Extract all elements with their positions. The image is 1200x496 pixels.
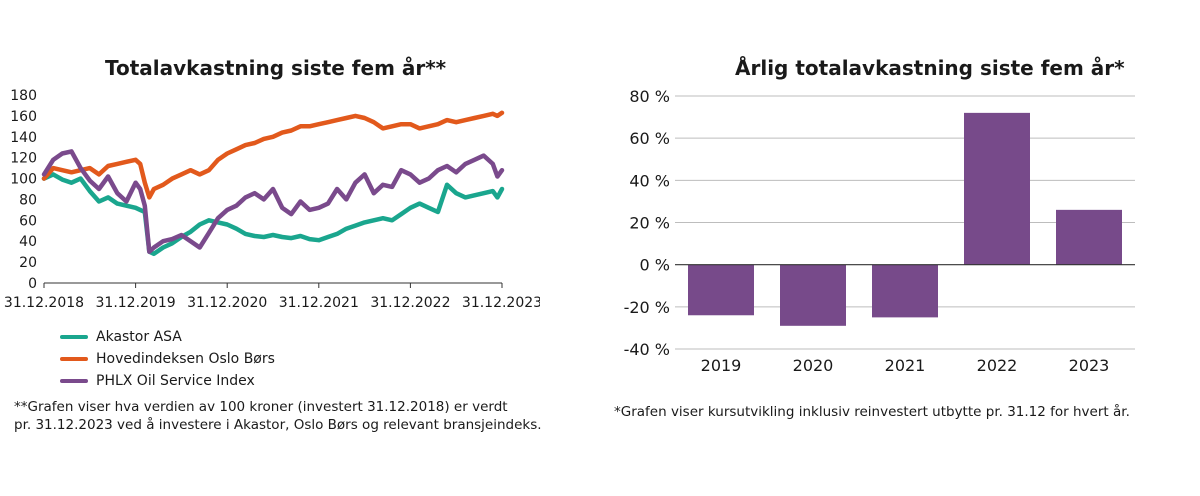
y-tick-label: 60 % [629,129,670,148]
legend-swatch-phlx [60,379,88,383]
y-tick-label: 100 [10,172,37,188]
y-tick-label: 60 [19,213,37,229]
left-chart-note-line2: pr. 31.12.2023 ved å investere i Akastor… [14,417,542,433]
legend-label-akastor: Akastor ASA [96,329,182,345]
y-tick-label: 40 % [629,171,670,190]
x-tick-label: 31.12.2018 [4,295,84,311]
series-line-akastor-asa [41,172,505,257]
x-tick-label: 2020 [793,356,834,375]
left-chart-title: Totalavkastning siste fem år** [105,56,447,80]
y-tick-label: 0 [28,276,37,292]
left-chart-note-line1: **Grafen viser hva verdien av 100 kroner… [14,399,508,415]
y-tick-label: 160 [10,109,37,125]
legend-swatch-oslo-bors [60,357,88,361]
series-line-hovedindeksen-oslo-b-rs [41,110,505,200]
bar-2020 [780,264,846,326]
bar-chart: 80 % 60 % 40 % 20 % 0 % -20 % -40 % 2019 2020 202… [624,87,1135,375]
line-chart: 0 20 40 60 80 100 120 140 160 180 31.12.2018 31.12.… [4,88,540,311]
right-chart-title: Årlig totalavkastning siste fem år* [735,56,1125,80]
right-chart-note: *Grafen viser kursutvikling inklusiv rei… [614,404,1130,420]
bar-2023 [1056,209,1122,265]
y-tick-label: 80 [19,192,37,208]
legend-item-phlx: PHLX Oil Service Index [60,370,275,392]
x-tick-label: 2022 [977,356,1018,375]
x-tick-label: 2023 [1069,356,1110,375]
y-tick-label: 120 [10,151,37,167]
legend-label-phlx: PHLX Oil Service Index [96,373,255,389]
x-tick-label: 2019 [701,356,742,375]
y-tick-label: 80 % [629,87,670,106]
y-tick-label: 20 % [629,214,670,233]
line-chart-legend: Akastor ASA Hovedindeksen Oslo Børs PHLX… [60,326,275,392]
series-line-phlx-oil-service-index [41,149,505,254]
x-tick-label: 31.12.2023 [462,295,540,311]
x-tick-label: 31.12.2020 [187,295,267,311]
y-tick-label: 140 [10,130,37,146]
y-tick-label: 20 [19,255,37,271]
bar-2022 [964,112,1030,265]
x-tick-label: 31.12.2022 [370,295,450,311]
legend-label-oslo-bors: Hovedindeksen Oslo Børs [96,351,275,367]
legend-swatch-akastor [60,335,88,339]
y-tick-label: 40 [19,234,37,250]
y-tick-label: -20 % [624,298,670,317]
y-tick-label: -40 % [624,340,670,359]
left-chart-note: **Grafen viser hva verdien av 100 kroner… [14,398,542,434]
x-tick-label: 31.12.2021 [279,295,359,311]
legend-item-oslo-bors: Hovedindeksen Oslo Børs [60,348,275,370]
y-tick-label: 180 [10,88,37,104]
legend-item-akastor: Akastor ASA [60,326,275,348]
bar-2021 [872,264,938,318]
x-tick-label: 31.12.2019 [96,295,176,311]
x-tick-label: 2021 [885,356,926,375]
bar-2019 [688,264,754,316]
y-tick-label: 0 % [640,256,670,275]
